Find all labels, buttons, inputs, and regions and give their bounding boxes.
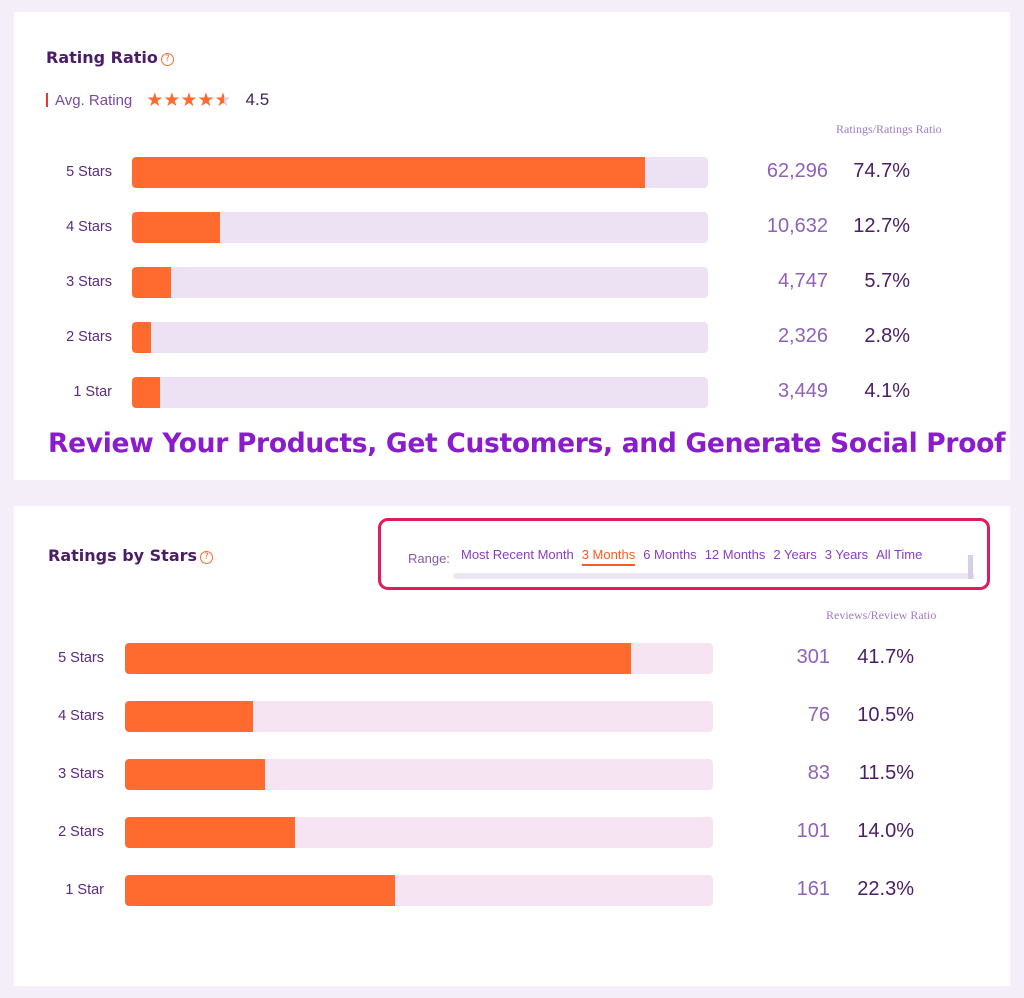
row-count: 3,449 — [777, 380, 828, 402]
star-icon: ★ — [163, 89, 181, 111]
rating-bar-fill — [132, 377, 161, 408]
rating-bar-track — [132, 322, 708, 353]
row-count: 2,326 — [777, 325, 828, 347]
row-ratio: 2.8% — [864, 325, 910, 347]
range-options: Most Recent Month 3 Months 6 Months 12 Mont… — [461, 547, 930, 566]
range-selector: Range: Most Recent Month 3 Months 6 Months… — [378, 518, 990, 590]
rating-bar-fill — [125, 817, 295, 848]
rating-bar-fill — [125, 875, 396, 906]
rating-bar-track — [132, 212, 708, 243]
rating-bar-fill — [125, 643, 631, 674]
column-header: Reviews/Review Ratio — [826, 608, 937, 622]
row-ratio: 11.5% — [858, 762, 914, 784]
range-option[interactable]: All Time — [876, 547, 923, 562]
rating-ratio-card: Rating Ratio? Avg. Rating ★ ★ ★ ★ ★ 4.5 … — [14, 12, 1010, 480]
row-label: 4 Stars — [58, 708, 104, 724]
star-icon: ★ — [197, 89, 215, 111]
row-count: 10,632 — [766, 215, 828, 237]
row-ratio: 41.7% — [857, 646, 914, 668]
range-scrollbar[interactable] — [453, 555, 975, 579]
rating-bar-fill — [125, 759, 265, 790]
row-ratio: 10.5% — [857, 704, 914, 726]
rating-bar-fill — [132, 322, 151, 353]
row-count: 101 — [796, 820, 830, 842]
range-scrollbar-thumb[interactable] — [968, 555, 973, 579]
row-label: 1 Star — [65, 882, 104, 898]
row-count: 76 — [807, 704, 830, 726]
avg-rating-value: 4.5 — [245, 90, 270, 109]
rating-bar-fill — [132, 267, 172, 298]
row-label: 4 Stars — [66, 219, 112, 235]
range-option[interactable]: Most Recent Month — [461, 547, 574, 562]
ratings-by-stars-title: Ratings by Stars? — [48, 546, 214, 565]
row-label: 3 Stars — [58, 766, 104, 782]
rating-ratio-title: Rating Ratio? — [46, 48, 174, 67]
row-label: 3 Stars — [66, 274, 112, 290]
row-ratio: 12.7% — [853, 215, 910, 237]
row-ratio: 14.0% — [857, 820, 914, 842]
avg-rating-marker — [46, 93, 48, 107]
range-option[interactable]: 2 Years — [773, 547, 817, 562]
row-ratio: 74.7% — [853, 160, 910, 182]
rating-bar-track — [132, 267, 708, 298]
range-label: Range: — [408, 551, 450, 566]
row-label: 5 Stars — [58, 650, 104, 666]
star-icon: ★ — [180, 89, 198, 111]
rating-bar-track — [125, 643, 713, 674]
rating-bar-track — [125, 759, 713, 790]
row-count: 301 — [796, 646, 830, 668]
rating-bar-track — [132, 377, 708, 408]
rating-bar-track — [132, 157, 708, 188]
row-count: 62,296 — [766, 160, 828, 182]
half-star-icon: ★ — [214, 89, 232, 111]
row-label: 2 Stars — [66, 329, 112, 345]
ratings-by-stars-card: Ratings by Stars? Range: Most Recent Mon… — [14, 506, 1010, 986]
rating-bar-track — [125, 875, 713, 906]
row-label: 1 Star — [73, 384, 112, 400]
avg-rating-label: Avg. Rating — [55, 91, 133, 109]
rating-bar-fill — [132, 157, 645, 188]
row-count: 161 — [796, 878, 830, 900]
rating-bar-track — [125, 701, 713, 732]
row-count: 83 — [807, 762, 830, 784]
rating-bar-fill — [125, 701, 253, 732]
column-header: Ratings/Ratings Ratio — [836, 122, 942, 136]
row-label: 2 Stars — [58, 824, 104, 840]
rating-bar-track — [125, 817, 713, 848]
row-ratio: 22.3% — [857, 878, 914, 900]
headline: Review Your Products, Get Customers, and… — [48, 428, 1006, 459]
star-icon: ★ — [146, 89, 164, 111]
row-ratio: 5.7% — [864, 270, 910, 292]
range-option[interactable]: 3 Months — [581, 547, 636, 566]
help-icon[interactable]: ? — [200, 551, 214, 564]
help-icon[interactable]: ? — [160, 53, 174, 66]
row-label: 5 Stars — [66, 164, 112, 180]
row-count: 4,747 — [777, 270, 828, 292]
rating-bar-fill — [132, 212, 220, 243]
avg-rating-row: Avg. Rating ★ ★ ★ ★ ★ 4.5 — [46, 90, 269, 110]
row-ratio: 4.1% — [864, 380, 910, 402]
range-option[interactable]: 6 Months — [643, 547, 697, 562]
star-rating: ★ ★ ★ ★ ★ — [146, 91, 231, 110]
range-option[interactable]: 3 Years — [824, 547, 869, 562]
range-option[interactable]: 12 Months — [704, 547, 766, 562]
